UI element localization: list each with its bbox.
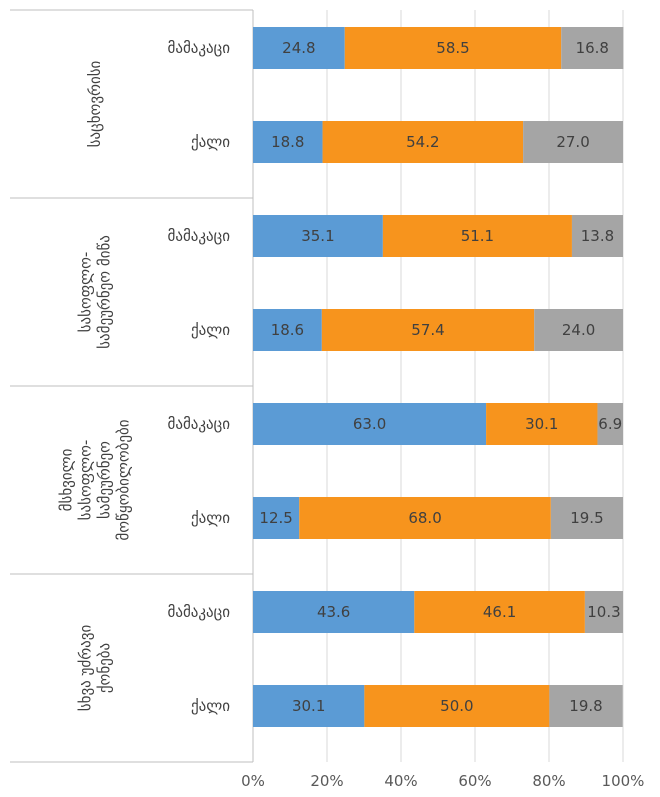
group-label-line: ქონება <box>96 643 114 693</box>
bar-segment <box>561 27 624 69</box>
bar-segment <box>597 403 623 445</box>
bar-segment <box>253 215 383 257</box>
bar-segment <box>253 685 365 727</box>
data-label: 18.8 <box>271 133 304 151</box>
data-label: 58.5 <box>436 39 469 57</box>
group-label-line: სამეურნეო <box>96 441 114 519</box>
bar-segment <box>382 215 572 257</box>
data-label: 24.0 <box>562 321 595 339</box>
x-tick-label: 80% <box>532 772 565 790</box>
category-label: მამაკაცი <box>167 603 230 621</box>
data-label: 30.1 <box>292 697 325 715</box>
bar-segment <box>253 121 323 163</box>
bar-segment <box>414 591 585 633</box>
bar-segment <box>364 685 550 727</box>
data-label: 13.8 <box>581 227 614 245</box>
data-label: 46.1 <box>483 603 516 621</box>
bar-segment <box>253 497 300 539</box>
category-label: ქალი <box>191 133 230 151</box>
group-label: მსხვილისასოფლო-სამეურნეომოწყობილობები <box>58 419 133 540</box>
data-label: 6.9 <box>598 415 622 433</box>
bar-segment <box>584 591 623 633</box>
x-tick-label: 100% <box>602 772 645 790</box>
data-label: 30.1 <box>525 415 558 433</box>
data-label: 24.8 <box>282 39 315 57</box>
group-label-line: სასოფლო- <box>77 440 95 521</box>
x-tick-label: 20% <box>310 772 343 790</box>
bar-segment <box>253 403 487 445</box>
bar-segment <box>253 591 415 633</box>
bar-segment <box>486 403 598 445</box>
category-label: ქალი <box>191 697 230 715</box>
bar-segment <box>299 497 551 539</box>
data-label: 57.4 <box>411 321 444 339</box>
bar-segment <box>571 215 623 257</box>
bar-segment <box>253 309 322 351</box>
category-label: მამაკაცი <box>167 39 230 57</box>
group-label-line: სასოფლო- <box>77 252 95 333</box>
bar-segment <box>549 685 623 727</box>
data-label: 51.1 <box>461 227 494 245</box>
data-label: 43.6 <box>317 603 350 621</box>
data-label: 10.3 <box>587 603 620 621</box>
data-label: 68.0 <box>408 509 441 527</box>
group-label-line: საცხოვრისი <box>86 60 104 147</box>
x-tick-label: 60% <box>458 772 491 790</box>
bar-segment <box>322 121 524 163</box>
x-tick-label: 40% <box>384 772 417 790</box>
bar-segment <box>253 27 345 69</box>
group-label-line: სამეურნეო მიწა <box>96 235 114 349</box>
data-label: 50.0 <box>440 697 473 715</box>
bar-segment <box>321 309 535 351</box>
data-label: 16.8 <box>576 39 609 57</box>
x-tick-label: 0% <box>241 772 265 790</box>
group-label: სასოფლო-სამეურნეო მიწა <box>77 235 114 349</box>
category-label: ქალი <box>191 321 230 339</box>
group-label-line: სხვა უძრავი <box>77 625 95 712</box>
data-label: 12.5 <box>259 509 292 527</box>
data-label: 63.0 <box>353 415 386 433</box>
category-label: ქალი <box>191 509 230 527</box>
bar-segment <box>534 309 623 351</box>
data-label: 19.8 <box>569 697 602 715</box>
data-label: 54.2 <box>406 133 439 151</box>
group-label: სხვა უძრავიქონება <box>77 625 114 712</box>
group-label-line: მსხვილი <box>58 448 76 511</box>
data-label: 35.1 <box>301 227 334 245</box>
bar-segment <box>523 121 623 163</box>
category-label: მამაკაცი <box>167 227 230 245</box>
data-label: 27.0 <box>556 133 589 151</box>
bar-segment <box>344 27 562 69</box>
group-label-line: მოწყობილობები <box>115 419 133 540</box>
group-label: საცხოვრისი <box>86 60 104 147</box>
category-label: მამაკაცი <box>167 415 230 433</box>
data-label: 19.5 <box>570 509 603 527</box>
bar-segment <box>550 497 623 539</box>
data-label: 18.6 <box>271 321 304 339</box>
